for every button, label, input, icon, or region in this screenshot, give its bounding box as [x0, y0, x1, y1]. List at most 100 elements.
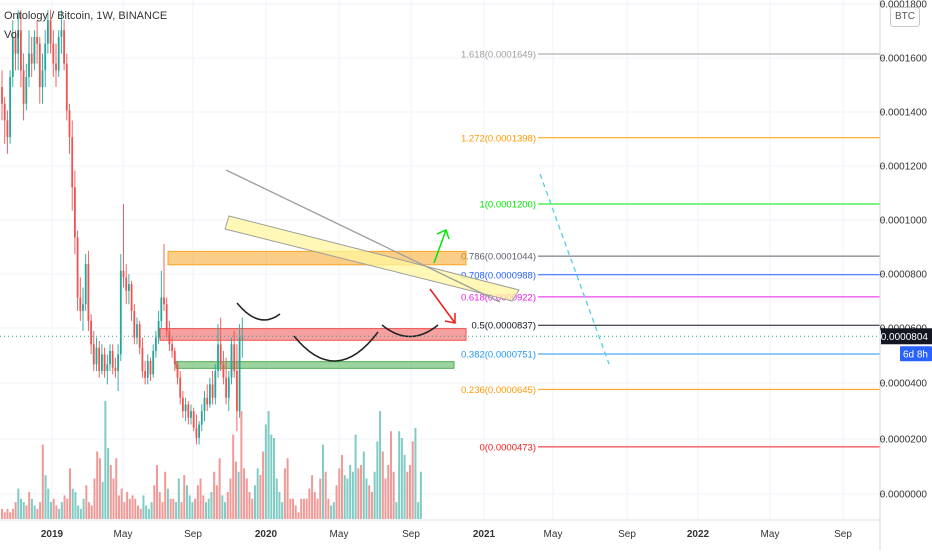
volume-bar [256, 468, 259, 519]
current-price-label: 0.0000804 [881, 332, 929, 343]
volume-bar [55, 505, 58, 519]
volume-bar [49, 502, 52, 519]
time-tick-label: Sep [618, 529, 636, 540]
volume-bar [82, 498, 85, 519]
candle-body [71, 137, 74, 188]
fib-label: 0.786(0.0001044) [461, 252, 536, 263]
volume-bar [289, 498, 292, 519]
candle-body [41, 70, 44, 88]
bearish-arrow-head [444, 313, 456, 324]
volume-bar [243, 468, 246, 519]
candles [1, 10, 244, 445]
candle-body [141, 347, 144, 372]
volume-bar [335, 485, 338, 519]
volume-bar [229, 478, 232, 519]
volume-bar [180, 502, 183, 519]
candle-body [65, 63, 68, 111]
candle-body [217, 344, 219, 372]
orange-zone [167, 250, 467, 266]
support-resistance-zones [159, 250, 467, 369]
volume-bar [398, 431, 401, 519]
candle-body [168, 330, 171, 345]
volume-bar [207, 498, 210, 519]
volume-bar [324, 471, 327, 519]
volume-bar [270, 434, 273, 519]
fib-label: 0.708(0.0000988) [461, 270, 536, 281]
volume-bar [278, 492, 281, 519]
candle-body [130, 284, 133, 311]
candle-body [111, 350, 114, 368]
volume-bar [411, 441, 414, 519]
volume-bar [175, 502, 178, 519]
candle-body [33, 36, 36, 64]
candle-body [84, 264, 87, 305]
candle-body [55, 63, 57, 71]
symbol-title[interactable]: Ontology / Bitcoin, 1W, BINANCE [4, 10, 168, 22]
volume-indicator-label[interactable]: Vol [4, 29, 20, 41]
volume-bar [63, 495, 66, 519]
candle-body [87, 264, 90, 321]
time-tick-label: Sep [402, 529, 420, 540]
volume-bar [69, 468, 71, 519]
candle-body [214, 371, 217, 398]
volume-bar [365, 478, 368, 519]
drawings [0, 169, 880, 365]
volume-bar [316, 498, 319, 519]
volume-bar [392, 471, 395, 519]
candle-body [241, 337, 244, 339]
candle-body [200, 411, 203, 425]
volume-bar [389, 431, 392, 519]
volume-bar [41, 444, 44, 519]
volume-bar [275, 478, 278, 519]
candle-body [74, 187, 76, 238]
volume-bar [313, 492, 316, 519]
volume-bar [156, 465, 159, 519]
candle-body [165, 304, 168, 331]
candle-body [47, 20, 49, 44]
volume-bar [77, 505, 80, 519]
volume-bar [283, 468, 286, 519]
volume-bar [142, 495, 145, 519]
volume-bar [1, 508, 3, 519]
volume-bar [264, 424, 267, 519]
volume-bar [349, 465, 352, 519]
bullish-arrow [433, 229, 447, 264]
volume-bar [262, 451, 265, 519]
volume-bar [308, 488, 311, 519]
time-tick-label: May [761, 529, 780, 540]
descending-channel [224, 215, 520, 302]
volume-bar [161, 502, 164, 519]
candle-body [49, 20, 52, 44]
candle-body [117, 354, 119, 372]
volume-bar [360, 465, 363, 519]
volume-bar [6, 508, 9, 519]
fib-levels: 1.618(0.0001649) 1.272(0.0001398) 1(0.0001… [461, 49, 880, 453]
volume-bar [128, 498, 131, 519]
volume-bar [384, 478, 387, 519]
time-tick-label: May [114, 529, 133, 540]
volume-bar [362, 451, 365, 519]
candle-body [206, 397, 209, 405]
volume-bar [52, 498, 55, 519]
time-tick-label: Sep [184, 529, 202, 540]
volume-bar [107, 448, 110, 519]
candle-body [160, 297, 163, 321]
candle-body [176, 364, 179, 378]
candle-body [125, 277, 128, 291]
volume-bar [172, 498, 175, 519]
volume-bar [321, 444, 324, 519]
currency-badge[interactable]: BTC [890, 7, 920, 27]
candle-body [52, 43, 55, 64]
candle-body [9, 77, 11, 138]
candle-body [225, 377, 227, 398]
volume-bar [25, 505, 28, 519]
volume-bar [188, 495, 191, 519]
volume-bar [66, 498, 69, 519]
candle-body [1, 87, 3, 104]
volume-bar [183, 475, 186, 519]
volume-bar [74, 492, 77, 519]
candle-body [182, 397, 184, 412]
volume-bar [330, 505, 333, 519]
